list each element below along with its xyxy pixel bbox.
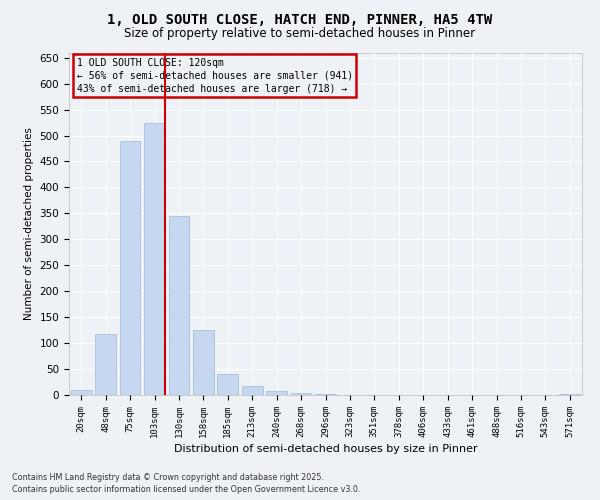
Bar: [144, 122, 165, 395]
Text: Size of property relative to semi-detached houses in Pinner: Size of property relative to semi-detach…: [124, 28, 476, 40]
Text: 1 OLD SOUTH CLOSE: 120sqm
← 56% of semi-detached houses are smaller (941)
43% of: 1 OLD SOUTH CLOSE: 120sqm ← 56% of semi-…: [77, 58, 353, 94]
X-axis label: Distribution of semi-detached houses by size in Pinner: Distribution of semi-detached houses by …: [173, 444, 478, 454]
Bar: [266, 392, 287, 395]
Bar: [193, 330, 214, 395]
Bar: [95, 334, 116, 395]
Bar: [169, 216, 190, 395]
Text: 1, OLD SOUTH CLOSE, HATCH END, PINNER, HA5 4TW: 1, OLD SOUTH CLOSE, HATCH END, PINNER, H…: [107, 12, 493, 26]
Text: Contains public sector information licensed under the Open Government Licence v3: Contains public sector information licen…: [12, 485, 361, 494]
Y-axis label: Number of semi-detached properties: Number of semi-detached properties: [24, 128, 34, 320]
Bar: [217, 374, 238, 395]
Bar: [559, 394, 580, 395]
Bar: [119, 140, 140, 395]
Bar: [71, 390, 92, 395]
Bar: [315, 394, 336, 395]
Text: Contains HM Land Registry data © Crown copyright and database right 2025.: Contains HM Land Registry data © Crown c…: [12, 472, 324, 482]
Bar: [290, 393, 311, 395]
Bar: [242, 386, 263, 395]
